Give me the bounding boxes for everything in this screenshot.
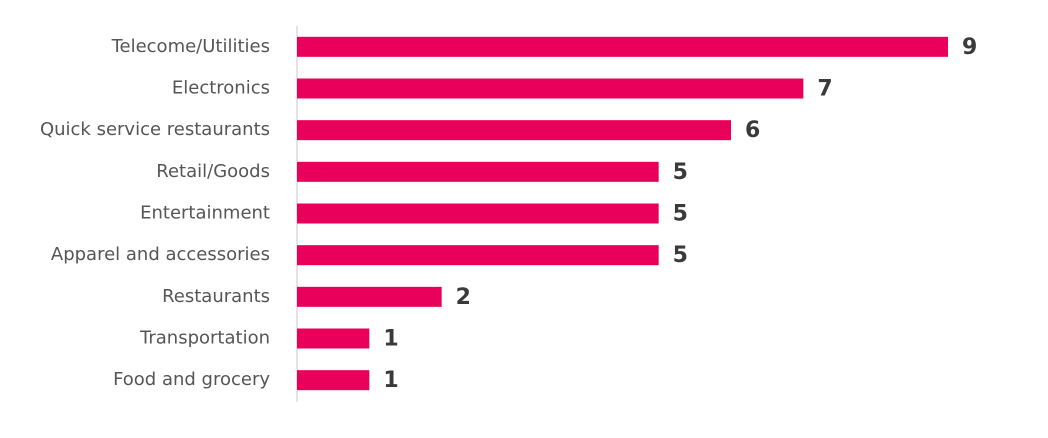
value-label: 5 [673, 202, 688, 227]
category-label: Electronics [172, 78, 270, 99]
value-label: 5 [673, 243, 688, 268]
category-label: Quick service restaurants [40, 119, 270, 140]
category-label: Apparel and accessories [51, 244, 270, 265]
bar [297, 245, 659, 266]
bar [297, 78, 804, 99]
category-label: Food and grocery [113, 369, 270, 390]
value-label: 1 [383, 368, 398, 393]
value-label: 1 [383, 327, 398, 352]
bar [297, 120, 731, 141]
value-label: 5 [673, 160, 688, 185]
bar [297, 203, 659, 224]
value-label: 7 [817, 77, 832, 102]
bar [297, 370, 370, 391]
value-label: 2 [456, 285, 471, 310]
bar [297, 36, 948, 57]
value-label: 6 [745, 118, 760, 143]
category-label: Entertainment [140, 203, 270, 224]
category-label: Retail/Goods [156, 161, 270, 182]
value-label: 9 [962, 35, 977, 60]
bar [297, 161, 659, 182]
bar [297, 328, 370, 349]
bar [297, 286, 442, 307]
category-label: Telecome/Utilities [111, 36, 270, 57]
category-label: Transportation [139, 328, 270, 349]
category-label: Restaurants [162, 286, 270, 307]
